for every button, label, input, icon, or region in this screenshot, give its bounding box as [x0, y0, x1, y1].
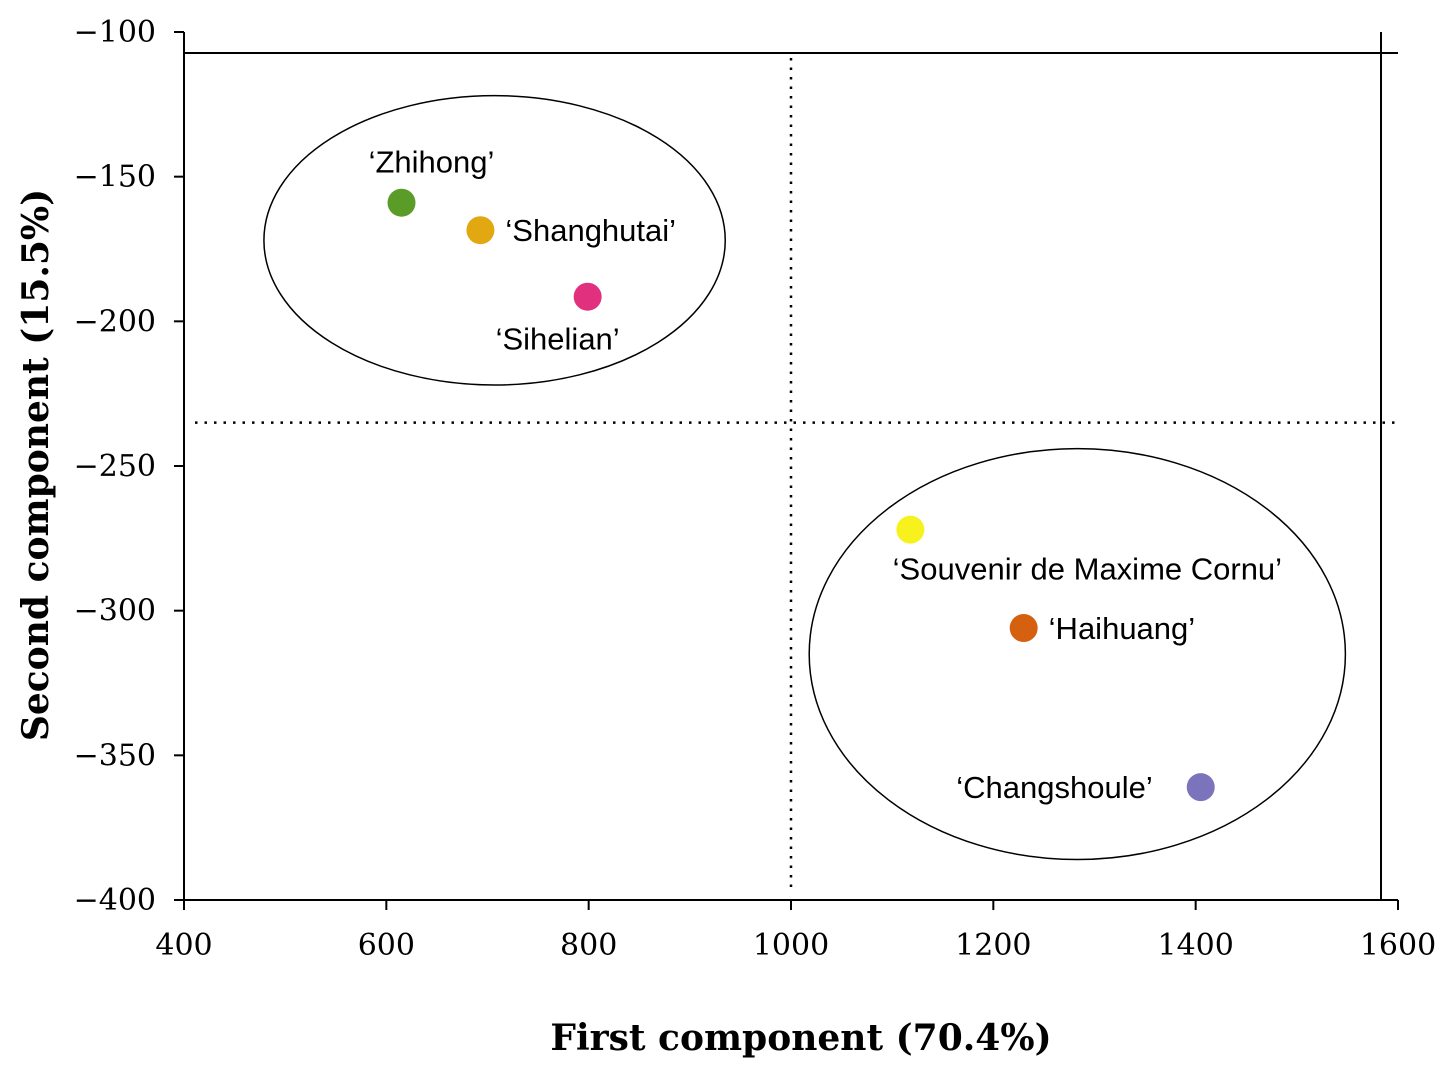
point-label: ‘Shanghutai’: [505, 213, 676, 248]
data-point: [896, 515, 925, 544]
point-labels: ‘Zhihong’ ‘Shanghutai’ ‘Sihelian’ ‘Souvenir…: [369, 145, 1282, 805]
cluster-ellipse-1: [263, 94, 726, 386]
cluster-ellipse-2: [808, 447, 1347, 861]
point-label: ‘Haihuang’: [1049, 611, 1196, 646]
x-tick-label: 1400: [1157, 928, 1233, 963]
x-axis-ticks: 400 600 800 1000 1200 1400 1600: [155, 900, 1436, 963]
point-label: ‘Souvenir de Maxime Cornu’: [893, 552, 1282, 587]
point-label: ‘Sihelian’: [496, 322, 620, 357]
x-tick-label: 1000: [753, 928, 829, 963]
plot-frame: [183, 32, 1398, 901]
point-label: ‘Changshoule’: [956, 770, 1152, 805]
y-tick-label: −350: [74, 738, 156, 773]
y-tick-label: −250: [74, 449, 156, 484]
x-tick-label: 1200: [955, 928, 1031, 963]
x-axis-title: First component (70.4%): [550, 1017, 1051, 1059]
data-points: [387, 188, 1215, 802]
x-tick-label: 600: [358, 928, 415, 963]
y-tick-label: −150: [74, 160, 156, 195]
y-tick-label: −100: [74, 15, 156, 50]
data-point: [573, 282, 602, 311]
x-tick-label: 800: [560, 928, 617, 963]
data-point: [387, 188, 416, 217]
data-point: [1186, 773, 1215, 802]
cluster-ellipses: [263, 94, 1347, 861]
data-point: [1009, 614, 1038, 643]
data-point: [466, 216, 495, 245]
y-tick-label: −200: [74, 304, 156, 339]
y-axis-title: Second component (15.5%): [15, 189, 57, 741]
y-tick-label: −400: [74, 883, 156, 918]
y-tick-label: −300: [74, 594, 156, 629]
y-axis-ticks: −100 −150 −200 −250 −300 −350 −400: [74, 15, 184, 918]
reference-lines: [195, 58, 1400, 888]
x-tick-label: 1600: [1360, 928, 1436, 963]
x-tick-label: 400: [155, 928, 212, 963]
point-label: ‘Zhihong’: [369, 145, 495, 180]
